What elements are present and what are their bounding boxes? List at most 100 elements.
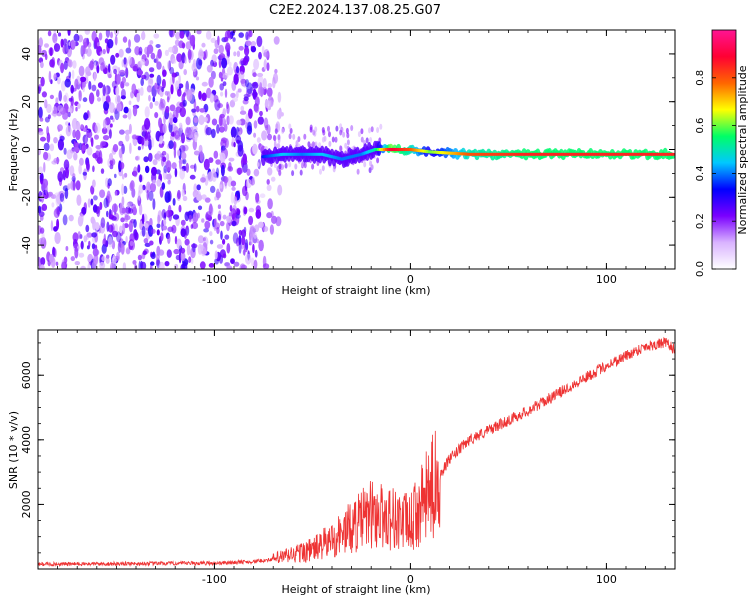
heatmap-cell <box>240 264 248 269</box>
heatmap-cell <box>144 118 151 130</box>
heatmap-cell <box>88 92 95 105</box>
heatmap-cell <box>87 262 91 269</box>
spectrogram-x-tick-label: 100 <box>596 273 617 286</box>
heatmap-cell <box>178 74 181 85</box>
heatmap-cell <box>280 112 284 117</box>
heatmap-cell <box>218 71 223 79</box>
heatmap-cell <box>93 195 98 201</box>
heatmap-cell <box>248 207 255 213</box>
heatmap-cell <box>161 86 165 93</box>
heatmap-cell <box>112 65 119 71</box>
heatmap-cell <box>258 51 262 60</box>
heatmap-cell <box>152 96 156 102</box>
heatmap-cell <box>119 162 125 170</box>
heatmap-cell <box>199 261 206 269</box>
heatmap-cell <box>237 144 244 157</box>
heatmap-cell <box>82 97 88 103</box>
heatmap-cell <box>75 129 81 141</box>
heatmap-cell <box>256 162 260 167</box>
heatmap-cell <box>257 75 264 88</box>
heatmap-cell <box>242 57 249 66</box>
heatmap-cell <box>274 128 278 134</box>
heatmap-cell <box>143 156 149 163</box>
heatmap-cell <box>109 153 113 161</box>
heatmap-cell <box>78 252 85 258</box>
heatmap-cell <box>94 122 101 134</box>
heatmap-cell <box>177 88 182 97</box>
heatmap-cell <box>53 73 57 81</box>
heatmap-cell <box>131 83 137 94</box>
heatmap-cell <box>238 32 244 38</box>
heatmap-cell <box>278 170 282 177</box>
heatmap-cell <box>40 136 46 142</box>
heatmap-cell <box>295 140 299 147</box>
heatmap-cell <box>116 73 121 85</box>
heatmap-cell <box>70 39 76 50</box>
heatmap-cell <box>57 171 64 183</box>
heatmap-cell <box>254 249 258 258</box>
heatmap-cell <box>38 37 43 48</box>
heatmap-cell <box>232 37 236 42</box>
heatmap-cell <box>204 197 211 203</box>
heatmap-cell <box>376 157 380 164</box>
heatmap-cell <box>102 48 106 55</box>
heatmap-cell <box>75 180 81 191</box>
heatmap-cell <box>208 157 214 164</box>
heatmap-cell <box>228 115 234 125</box>
heatmap-cell <box>321 165 325 172</box>
heatmap-cell <box>68 71 72 79</box>
heatmap-cell <box>155 54 159 66</box>
heatmap-cell <box>158 142 164 148</box>
heatmap-cell <box>258 221 264 228</box>
heatmap-cell <box>68 59 73 68</box>
heatmap-cell <box>43 151 49 161</box>
heatmap-cell <box>109 115 114 120</box>
heatmap-cell <box>220 77 224 82</box>
heatmap-cell <box>46 125 49 136</box>
heatmap-cell <box>263 59 267 71</box>
heatmap-cell <box>253 58 260 71</box>
heatmap-cell <box>120 217 125 223</box>
heatmap-cell <box>155 169 161 175</box>
heatmap-cell <box>266 124 271 135</box>
heatmap-cell <box>156 150 162 162</box>
heatmap-cell <box>41 91 48 98</box>
heatmap-cell <box>181 189 185 197</box>
heatmap-cell <box>39 264 45 269</box>
heatmap-cell <box>179 168 185 180</box>
heatmap-cell <box>39 227 45 234</box>
heatmap-cell <box>376 127 380 133</box>
heatmap-cell <box>215 191 222 199</box>
heatmap-cell <box>47 30 52 37</box>
heatmap-cell <box>41 203 48 211</box>
heatmap-cell <box>115 85 120 97</box>
heatmap-cell <box>220 91 224 97</box>
heatmap-cell <box>162 69 167 77</box>
heatmap-cell <box>232 232 239 244</box>
heatmap-cell <box>99 261 106 269</box>
snr-y-tick-label: 2000 <box>20 490 33 518</box>
heatmap-cell <box>157 48 162 59</box>
heatmap-cell <box>224 234 230 240</box>
heatmap-cell <box>257 116 264 125</box>
heatmap-cell <box>87 198 91 208</box>
heatmap-cell <box>43 142 50 151</box>
heatmap-cell <box>45 184 48 196</box>
heatmap-cell <box>360 128 364 135</box>
heatmap-cell <box>114 190 118 196</box>
snr-x-tick-label: 100 <box>596 573 617 586</box>
heatmap-cell <box>252 243 255 254</box>
heatmap-cell <box>53 137 58 144</box>
heatmap-cell <box>132 65 138 72</box>
colorbar-tick-label: 0.8 <box>695 70 706 86</box>
heatmap-cell <box>162 225 168 231</box>
heatmap-cell <box>334 136 338 143</box>
heatmap-cell <box>198 114 205 126</box>
heatmap-cell <box>53 248 57 258</box>
spectrogram-x-axis-label: Height of straight line (km) <box>281 284 430 297</box>
heatmap-cell <box>135 156 139 161</box>
heatmap-cell <box>140 261 147 269</box>
heatmap-cell <box>243 96 249 102</box>
heatmap-cell <box>184 238 190 246</box>
colorbar-tick-label: 0.0 <box>695 261 706 277</box>
